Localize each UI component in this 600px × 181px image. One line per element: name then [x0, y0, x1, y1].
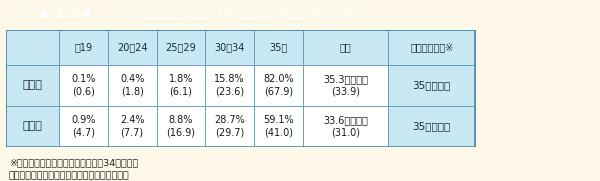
Bar [388, 65, 475, 106]
Text: 1.8%
(6.1): 1.8% (6.1) [169, 74, 193, 97]
Text: 35.3単位時間
(33.9): 35.3単位時間 (33.9) [323, 74, 368, 97]
Bar [388, 30, 475, 65]
Text: 小学校: 小学校 [23, 80, 43, 90]
Text: 8.8%
(16.9): 8.8% (16.9) [166, 115, 196, 138]
Text: 0.9%
(4.7): 0.9% (4.7) [71, 115, 95, 138]
Text: 0.4%
(1.8): 0.4% (1.8) [120, 74, 145, 97]
Bar [6, 30, 59, 65]
Bar [388, 106, 475, 147]
Bar [303, 30, 388, 65]
Bar [254, 65, 303, 106]
Text: 20～24: 20～24 [117, 42, 148, 52]
Text: 82.0%
(67.9): 82.0% (67.9) [263, 74, 294, 97]
Text: 35単位時間: 35単位時間 [413, 80, 451, 90]
Bar [59, 106, 108, 147]
Bar [205, 30, 254, 65]
Text: ※小学校第１学年の標準授業時数は34単位時間: ※小学校第１学年の標準授業時数は34単位時間 [9, 158, 138, 167]
Text: 図表 ◆ 2-2-4: 図表 ◆ 2-2-4 [20, 8, 91, 20]
Bar [59, 65, 108, 106]
Text: 28.7%
(29.7): 28.7% (29.7) [214, 115, 245, 138]
Text: （資料）文部科学省「道徳教育推進状況調査」: （資料）文部科学省「道徳教育推進状況調査」 [9, 171, 130, 180]
Text: 15.8%
(23.6): 15.8% (23.6) [214, 74, 245, 97]
Text: 標準授業時数※: 標準授業時数※ [410, 42, 454, 52]
Text: 30～34: 30～34 [215, 42, 245, 52]
Text: 33.6単位時間
(31.0): 33.6単位時間 (31.0) [323, 115, 368, 138]
Bar [108, 106, 157, 147]
Bar [108, 30, 157, 65]
Bar [157, 106, 205, 147]
Bar [303, 65, 388, 106]
Bar [108, 65, 157, 106]
Text: 25～29: 25～29 [166, 42, 196, 52]
Bar [205, 106, 254, 147]
Text: 平均: 平均 [340, 42, 352, 52]
Bar [6, 30, 475, 147]
Text: ～19: ～19 [74, 42, 92, 52]
Bar [59, 30, 108, 65]
Text: 35単位時間: 35単位時間 [413, 121, 451, 131]
Bar [205, 65, 254, 106]
Text: 中学校: 中学校 [23, 121, 43, 131]
Text: 0.1%
(0.6): 0.1% (0.6) [71, 74, 95, 97]
Text: 35～: 35～ [269, 42, 287, 52]
Text: 2.4%
(7.7): 2.4% (7.7) [120, 115, 145, 138]
Bar [254, 30, 303, 65]
Bar [157, 65, 205, 106]
Bar [303, 106, 388, 147]
Bar [157, 30, 205, 65]
Bar [6, 106, 59, 147]
Text: 道徳の時間の授業時数（平成 14年度実績，括弧内は平成 9 年度実績）: 道徳の時間の授業時数（平成 14年度実績，括弧内は平成 9 年度実績） [121, 8, 358, 20]
Bar [6, 65, 59, 106]
Text: 59.1%
(41.0): 59.1% (41.0) [263, 115, 294, 138]
Bar [254, 106, 303, 147]
